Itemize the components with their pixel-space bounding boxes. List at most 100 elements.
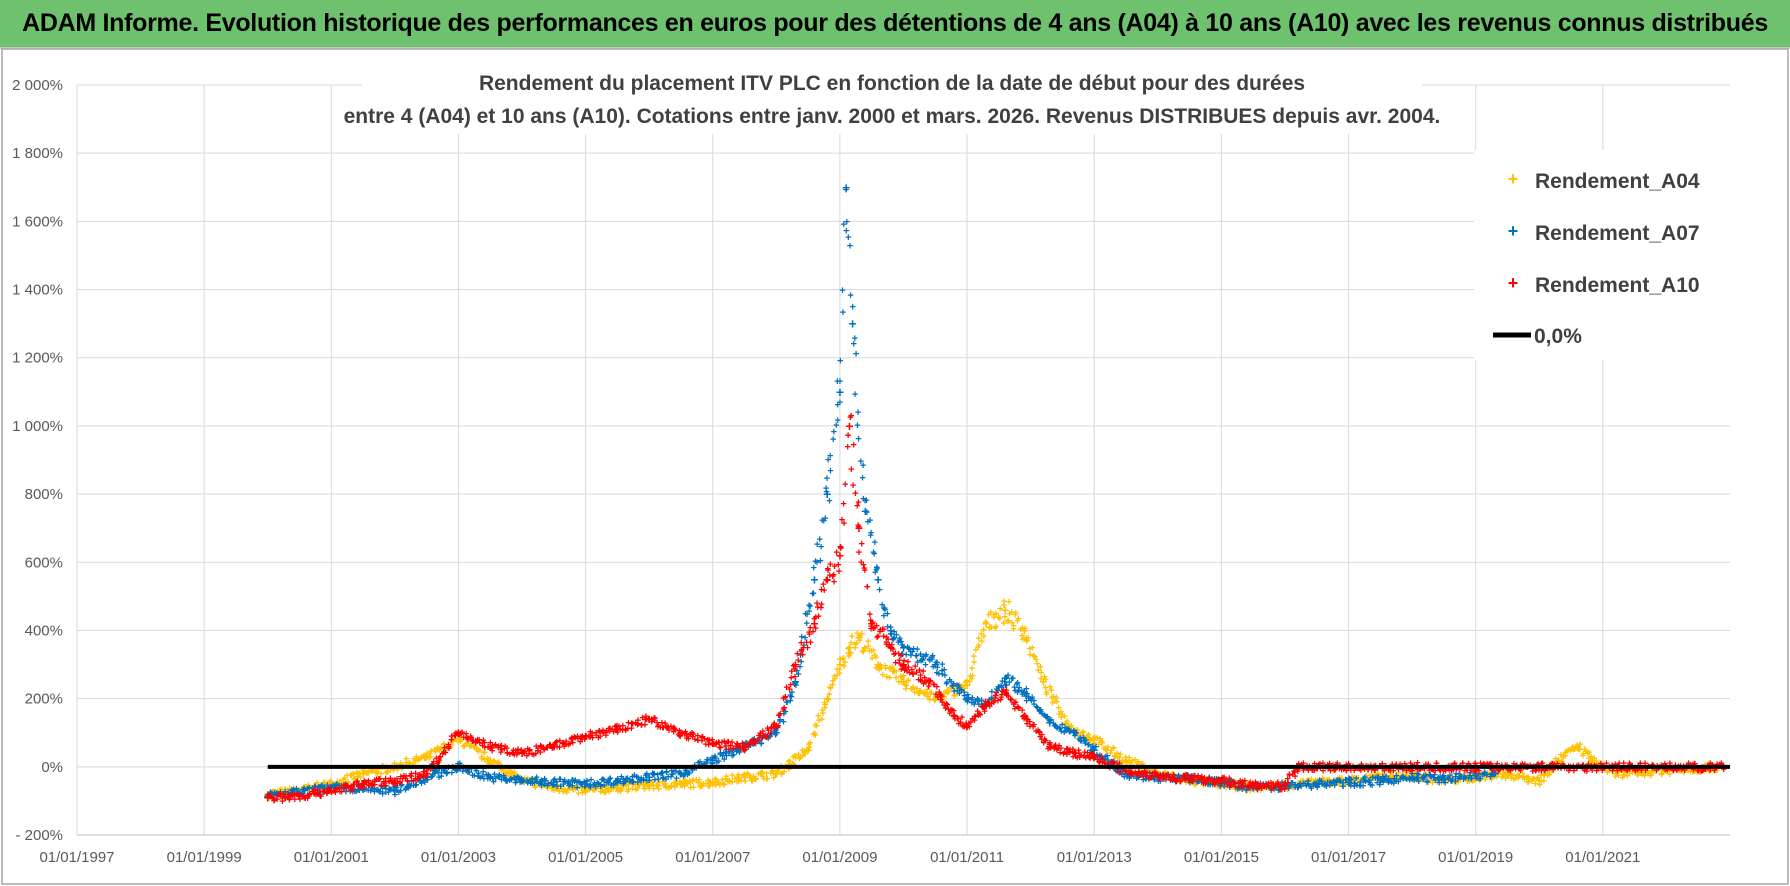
data-point: + — [1478, 772, 1484, 784]
data-point: + — [327, 776, 333, 788]
data-point: + — [482, 747, 488, 759]
data-point: + — [1192, 780, 1198, 792]
data-point: + — [505, 768, 511, 780]
data-point: + — [1286, 784, 1292, 796]
data-point: + — [1530, 774, 1536, 786]
data-point: + — [786, 764, 792, 776]
data-point: + — [1068, 725, 1074, 737]
data-point: + — [1080, 726, 1086, 738]
data-point: + — [1328, 779, 1334, 791]
data-point: + — [1534, 773, 1540, 785]
data-point: + — [1595, 763, 1601, 775]
data-point: + — [975, 642, 981, 654]
y-tick-label: 2 000% — [12, 77, 63, 94]
data-point: + — [1455, 776, 1461, 788]
data-point: + — [1308, 774, 1314, 786]
data-point: + — [361, 767, 367, 779]
data-point: + — [495, 757, 501, 769]
data-point: + — [1188, 776, 1194, 788]
data-point: + — [1292, 780, 1298, 792]
data-point: + — [490, 755, 496, 767]
data-point: + — [541, 780, 547, 792]
data-point: + — [860, 647, 866, 659]
data-point: + — [650, 783, 656, 795]
data-point: + — [873, 652, 879, 664]
data-point: + — [383, 767, 389, 779]
data-point: + — [1281, 780, 1287, 792]
data-point: + — [840, 498, 846, 510]
data-point: + — [786, 756, 792, 768]
data-point: + — [609, 783, 615, 795]
data-point: + — [643, 779, 649, 791]
data-point: + — [291, 783, 297, 795]
data-point: + — [1149, 763, 1155, 775]
data-point: + — [710, 779, 716, 791]
data-point: + — [886, 672, 892, 684]
data-point: + — [1063, 718, 1069, 730]
data-point: + — [360, 765, 366, 777]
data-point: + — [295, 783, 303, 799]
data-point: + — [555, 784, 561, 796]
data-point: + — [1367, 775, 1373, 787]
legend-marker-a04: + — [1508, 169, 1519, 189]
data-point: + — [1049, 692, 1055, 704]
data-point: + — [398, 758, 404, 770]
data-point: + — [573, 781, 579, 793]
data-point: + — [426, 749, 432, 761]
data-point: + — [683, 775, 689, 787]
data-point: + — [546, 780, 552, 792]
data-point: + — [855, 497, 861, 509]
data-point: + — [992, 623, 998, 635]
data-point: + — [1015, 614, 1021, 626]
data-point: + — [672, 782, 678, 794]
data-point: + — [550, 781, 556, 793]
y-tick-label: 0% — [41, 759, 63, 776]
data-point: + — [475, 746, 481, 758]
data-point: + — [1123, 757, 1129, 769]
data-point: + — [366, 765, 372, 777]
data-point: + — [1116, 752, 1122, 764]
data-point: + — [921, 688, 927, 700]
data-point: + — [351, 774, 357, 786]
data-point: + — [1580, 750, 1586, 762]
data-point: + — [532, 781, 538, 793]
data-point: + — [457, 735, 463, 747]
data-point: + — [1565, 745, 1571, 757]
data-point: + — [742, 776, 748, 788]
data-point: + — [852, 642, 858, 654]
data-point: + — [872, 537, 878, 549]
data-point: + — [921, 688, 927, 700]
data-point: + — [1145, 764, 1151, 776]
data-point: + — [1477, 776, 1483, 788]
data-point: + — [672, 778, 678, 790]
data-point: + — [1278, 780, 1284, 792]
data-point: + — [468, 741, 474, 753]
data-point: + — [311, 780, 317, 792]
data-point: + — [707, 778, 713, 790]
data-point: + — [873, 663, 879, 675]
data-point: + — [1242, 779, 1248, 791]
data-point: + — [478, 752, 484, 764]
data-point: + — [836, 668, 842, 680]
data-point: + — [1248, 779, 1254, 791]
data-point: + — [1061, 711, 1067, 723]
data-point: + — [1505, 771, 1511, 783]
data-point: + — [414, 756, 420, 768]
data-point: + — [269, 790, 275, 802]
data-point: + — [269, 787, 275, 799]
data-point: + — [406, 757, 412, 769]
data-point: + — [1073, 724, 1079, 736]
data-point: + — [522, 773, 528, 785]
data-point: + — [1289, 782, 1295, 794]
data-point: + — [1038, 674, 1044, 686]
data-point: + — [819, 705, 825, 717]
data-point: + — [1192, 777, 1198, 789]
data-point: + — [993, 609, 999, 621]
data-point: + — [895, 677, 901, 689]
data-point: + — [1271, 783, 1277, 795]
data-point: + — [901, 679, 907, 691]
data-point: + — [1440, 775, 1446, 787]
data-point: + — [659, 777, 665, 789]
data-point: + — [306, 782, 312, 794]
data-point: + — [601, 787, 607, 799]
